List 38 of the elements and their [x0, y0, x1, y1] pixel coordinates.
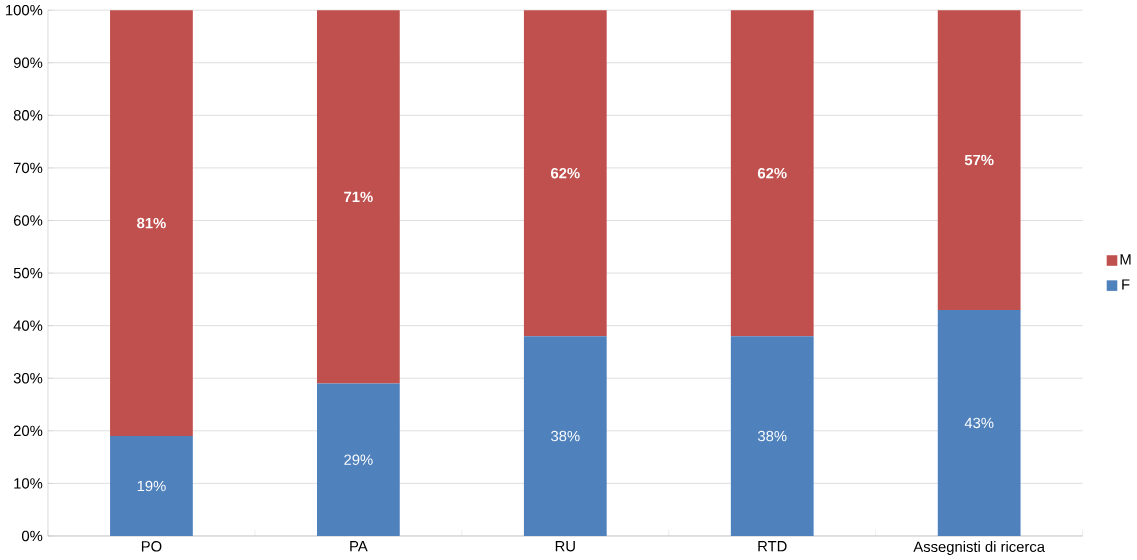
data-label: 81% — [137, 217, 166, 229]
y-tick-label: 30% — [13, 373, 43, 384]
data-label: 57% — [964, 154, 994, 166]
bar — [730, 336, 814, 537]
bar — [110, 436, 193, 537]
data-label: 43% — [964, 417, 994, 429]
y-tick-label: 60% — [13, 215, 43, 226]
y-tick-label: 50% — [13, 267, 43, 279]
y-tick-label: 100% — [6, 4, 43, 16]
y-tick-label: 80% — [13, 110, 43, 121]
x-tick-label: PA — [350, 541, 368, 552]
y-tick-label: 70% — [13, 162, 43, 174]
legend-label: M — [1120, 254, 1131, 265]
y-tick-label: 20% — [13, 425, 43, 437]
y-tick-label: 10% — [14, 478, 43, 489]
x-tick-label: Assegnisti di ricerca — [913, 541, 1045, 555]
bar — [937, 10, 1021, 310]
x-tick-label: RU — [555, 541, 575, 552]
data-label: 62% — [757, 167, 787, 179]
x-tick-label: PO — [141, 541, 162, 552]
x-tick-label: RTD — [758, 541, 787, 552]
y-tick-label: 40% — [13, 320, 43, 331]
bar — [730, 10, 814, 337]
data-label: 62% — [551, 167, 580, 179]
bar — [316, 383, 400, 537]
bar — [110, 10, 193, 437]
data-label: 29% — [344, 454, 373, 466]
y-tick-label: 0% — [21, 530, 43, 542]
data-label: 38% — [757, 430, 787, 442]
bar — [523, 10, 607, 337]
bar — [523, 336, 607, 537]
bar — [316, 10, 400, 384]
data-label: 38% — [551, 430, 580, 442]
y-tick-label: 90% — [13, 57, 43, 69]
data-label: 71% — [344, 191, 373, 203]
legend-label: F — [1122, 279, 1130, 290]
bar — [937, 309, 1021, 537]
data-label: 19% — [137, 480, 166, 492]
